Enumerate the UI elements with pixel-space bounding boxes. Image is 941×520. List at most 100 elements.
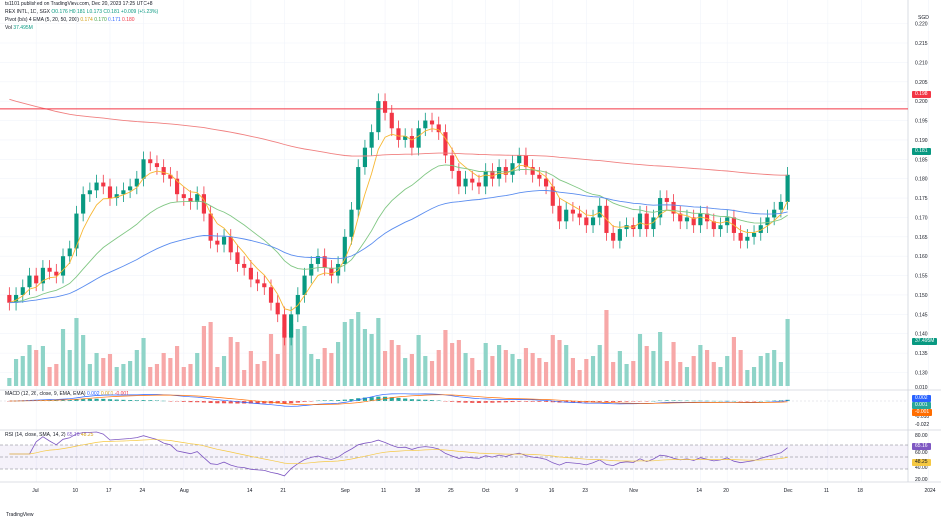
candle	[450, 155, 455, 171]
candle	[67, 248, 72, 257]
macd-val-2: 0.001	[100, 391, 114, 397]
volume-bar	[584, 359, 589, 386]
volume-bar	[60, 329, 66, 386]
volume-bar	[604, 310, 609, 386]
candle	[617, 229, 622, 241]
macd-bar	[369, 397, 374, 401]
candle	[463, 178, 468, 187]
volume-bar	[369, 334, 374, 386]
volume-bar	[342, 322, 347, 386]
volume-bar	[765, 353, 770, 386]
rsi-tick-label: 60.00	[915, 450, 928, 456]
time-tick-label: 17	[106, 488, 112, 494]
volume-bar	[7, 378, 12, 386]
candle	[322, 256, 327, 268]
ema20-line	[9, 164, 788, 304]
price-tick-label: 0.130	[915, 370, 928, 376]
rsi-pane	[0, 431, 908, 477]
candle	[315, 256, 321, 264]
time-tick-label: 16	[549, 488, 555, 494]
macd-label[interactable]: MACD (12, 26, close, 9, EMA, EMA)	[5, 391, 86, 397]
candle	[470, 178, 475, 183]
candle	[168, 174, 173, 179]
macd-bar	[342, 399, 347, 401]
volume-bar	[81, 335, 86, 386]
volume-bar	[570, 358, 575, 386]
macd-bar	[570, 401, 575, 403]
volume-bar	[523, 348, 529, 386]
candle	[34, 275, 39, 284]
rsi-ma-line	[9, 439, 788, 465]
macd-bar	[54, 400, 59, 401]
tradingview-text: TradingView	[6, 512, 34, 518]
volume-bar	[121, 364, 126, 386]
candle	[584, 217, 589, 226]
candle	[54, 271, 59, 276]
volume-bar	[67, 350, 72, 386]
macd-bar	[161, 400, 166, 402]
vol-value: 37.495M	[13, 25, 33, 31]
macd-bar	[208, 401, 213, 403]
macd-val-3: -0.001	[114, 391, 129, 397]
time-tick-label: 14	[247, 488, 253, 494]
rsi-tick-label: 40.00	[915, 465, 928, 471]
candle	[503, 167, 508, 175]
volume-bar	[678, 362, 683, 386]
time-axis: Jul 10 17 24 Aug 14 21 Sep 11 18 25 Oct 9 16 23 Nov 14 20…	[32, 488, 936, 494]
volume-bar	[389, 340, 394, 386]
vol-line: Vol 37.495M	[5, 25, 33, 32]
candle	[188, 198, 193, 202]
volume-bar	[738, 350, 743, 386]
candle	[423, 120, 428, 129]
time-tick-label: 10	[72, 488, 78, 494]
candle	[27, 275, 32, 288]
volume-bar	[322, 348, 327, 386]
vol-label[interactable]: Vol	[5, 25, 12, 31]
volume-bar	[450, 343, 455, 386]
macd-bar	[590, 401, 596, 403]
macd-bar	[81, 399, 86, 401]
rsi-label[interactable]: RSI (14, close, SMA, 14, 2)	[5, 432, 66, 438]
volume-bar	[705, 350, 710, 386]
candle	[47, 267, 52, 272]
volume-bar	[315, 359, 321, 386]
macd-bar	[543, 401, 549, 402]
macd-bar	[530, 401, 535, 402]
macd-bar	[483, 401, 488, 403]
candle	[107, 186, 113, 199]
candle	[778, 201, 783, 210]
volume-bar	[611, 362, 616, 386]
volume-bar	[631, 361, 636, 386]
macd-bar	[262, 401, 267, 404]
tradingview-logo[interactable]: TradingView	[6, 512, 34, 518]
candle	[564, 209, 569, 222]
candle	[678, 213, 683, 222]
macd-bar	[537, 401, 542, 402]
candle	[282, 314, 287, 338]
pivot-label[interactable]: Pivot (b/s) 4 EMA (5, 20, 50, 200)	[5, 17, 79, 23]
volume-bar	[725, 356, 730, 386]
macd-bar	[631, 401, 636, 402]
volume-bar	[168, 358, 173, 386]
volume-bar	[221, 356, 227, 386]
candle	[221, 236, 227, 245]
volume-bar	[671, 342, 676, 386]
macd-badge-1: 0.002	[912, 395, 931, 402]
symbol-label[interactable]: REX INTL, 1D, SGX	[5, 9, 51, 15]
volume-bar	[349, 319, 354, 386]
volume-bar	[336, 342, 341, 386]
macd-bar	[362, 397, 368, 401]
time-tick-label: Nov	[629, 488, 638, 494]
volume-bar	[309, 354, 314, 386]
candle	[436, 124, 441, 133]
macd-bar	[637, 401, 643, 402]
macd-badge-3: -0.001	[912, 409, 933, 416]
volume-bar	[188, 364, 193, 386]
candle	[651, 217, 656, 230]
candle	[543, 178, 549, 187]
volume-bar	[577, 370, 582, 386]
volume-bar	[497, 345, 502, 386]
macd-bar	[523, 401, 529, 402]
ema200-line	[9, 98, 788, 176]
